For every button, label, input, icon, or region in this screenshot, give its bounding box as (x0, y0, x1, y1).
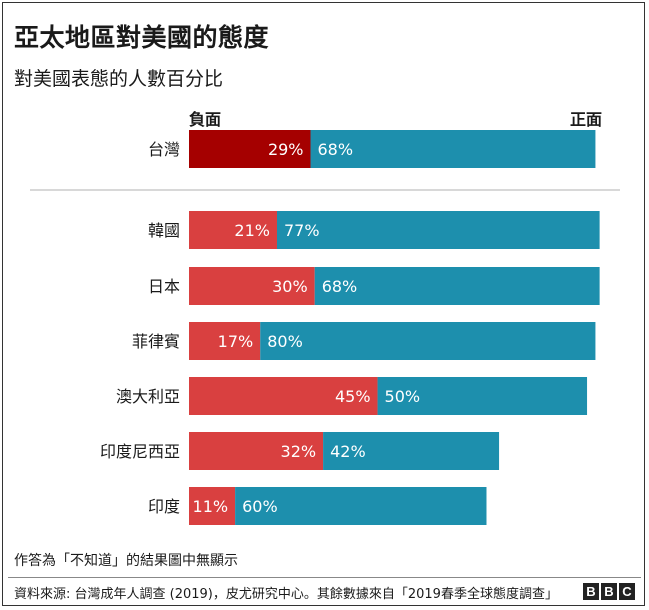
bar-negative (189, 267, 315, 305)
bar-negative (189, 377, 378, 415)
data-label-positive: 68% (322, 277, 358, 296)
data-label-positive: 80% (267, 332, 303, 351)
bar-positive (260, 322, 596, 360)
category-label: 菲律賓 (132, 332, 180, 351)
data-label-negative: 29% (268, 140, 304, 159)
category-label: 印度尼西亞 (100, 442, 180, 461)
footer-divider (8, 577, 641, 578)
legend-negative-label: 負面 (189, 110, 222, 129)
data-label-negative: 45% (335, 387, 371, 406)
footnote: 作答為「不知道」的結果圖中無顯示 (14, 553, 238, 569)
legend-positive-label: 正面 (569, 110, 602, 129)
category-label: 印度 (148, 497, 180, 516)
data-label-positive: 68% (318, 140, 354, 159)
bbc-logo-letter: C (619, 583, 635, 600)
bbc-logo-letter: B (601, 583, 617, 600)
bar-positive (276, 211, 600, 249)
bar-positive (314, 267, 600, 305)
data-label-positive: 60% (242, 497, 278, 516)
bar-positive (235, 487, 487, 525)
category-label: 台灣 (148, 140, 180, 159)
bar-positive (323, 432, 500, 470)
source-note: 資料來源: 台灣成年人調查 (2019)，皮尤研究中心。其餘數據來自「2019春… (14, 587, 558, 602)
bar-negative (189, 130, 311, 168)
chart-subtitle: 對美國表態的人數百分比 (14, 68, 224, 90)
bar-negative (189, 432, 324, 470)
data-label-negative: 30% (272, 277, 308, 296)
bar-positive (377, 377, 588, 415)
bar-negative (189, 487, 236, 525)
category-label: 日本 (148, 277, 180, 296)
data-label-positive: 77% (284, 221, 320, 240)
data-label-negative: 32% (281, 442, 317, 461)
data-label-positive: 50% (385, 387, 421, 406)
bar-negative (189, 211, 277, 249)
data-label-negative: 11% (193, 497, 229, 516)
chart-title: 亞太地區對美國的態度 (14, 23, 270, 52)
bbc-logo-letter: B (583, 583, 599, 600)
data-label-negative: 21% (234, 221, 270, 240)
category-label: 韓國 (148, 221, 180, 240)
data-label-negative: 17% (218, 332, 254, 351)
data-label-positive: 42% (330, 442, 366, 461)
bar-positive (310, 130, 596, 168)
bar-negative (189, 322, 261, 360)
bbc-logo: B B C (583, 583, 635, 600)
category-label: 澳大利亞 (116, 387, 180, 406)
